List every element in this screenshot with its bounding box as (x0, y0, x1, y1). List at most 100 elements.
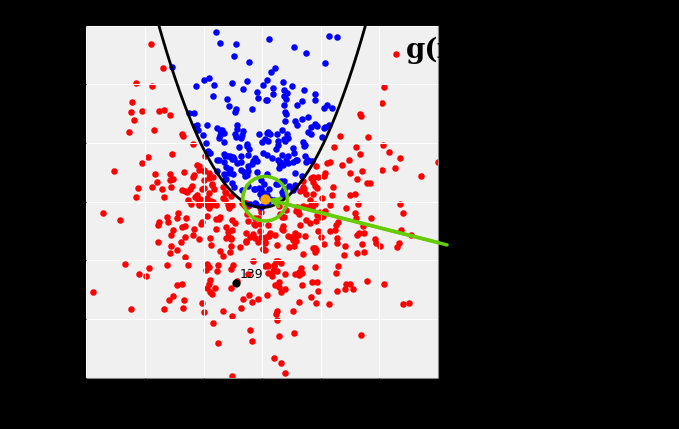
Point (238, 169, 249, 175)
Point (211, 268, 222, 275)
Point (147, 184, 158, 190)
Point (394, 239, 405, 246)
Point (203, 75, 214, 82)
Point (292, 157, 303, 163)
Point (285, 234, 296, 241)
Point (208, 199, 219, 205)
Point (238, 85, 249, 92)
Point (235, 166, 246, 173)
Point (242, 141, 253, 148)
Point (390, 164, 401, 171)
Point (166, 243, 177, 250)
Point (261, 199, 272, 206)
Point (313, 288, 324, 295)
Point (312, 279, 323, 286)
Point (242, 168, 253, 175)
Point (243, 182, 254, 189)
Point (190, 123, 201, 130)
Point (240, 200, 251, 207)
Point (194, 163, 204, 169)
Point (297, 97, 308, 104)
Point (183, 262, 194, 269)
Point (274, 211, 285, 218)
Point (168, 176, 179, 183)
Point (310, 247, 321, 254)
Point (304, 220, 315, 227)
Point (352, 201, 363, 208)
Point (318, 240, 329, 247)
Point (232, 126, 243, 133)
Point (273, 138, 284, 145)
Point (172, 247, 183, 254)
Point (363, 134, 373, 141)
Point (187, 183, 198, 190)
Point (278, 178, 289, 184)
Point (149, 171, 160, 178)
Point (223, 228, 234, 235)
Point (215, 40, 225, 47)
Point (188, 140, 199, 147)
Point (505, 256, 516, 263)
Point (249, 221, 260, 228)
Point (271, 242, 282, 249)
Point (212, 124, 223, 131)
Point (316, 134, 327, 141)
Point (231, 106, 242, 112)
Point (301, 159, 312, 166)
Point (392, 243, 403, 250)
Point (359, 248, 369, 255)
Point (260, 240, 271, 247)
Point (294, 299, 305, 305)
Point (226, 284, 237, 291)
Point (403, 299, 414, 306)
Point (178, 305, 189, 312)
Point (310, 218, 321, 224)
Point (202, 261, 213, 268)
Point (282, 135, 293, 142)
Point (276, 260, 287, 266)
Point (258, 190, 269, 197)
Point (208, 174, 219, 181)
Point (240, 172, 251, 179)
Point (128, 116, 139, 123)
Point (236, 304, 246, 311)
Point (236, 158, 246, 165)
Point (228, 184, 239, 190)
Point (331, 234, 342, 241)
Point (227, 202, 238, 208)
Point (258, 180, 269, 187)
Point (384, 148, 394, 155)
Point (243, 145, 254, 152)
Point (232, 278, 243, 284)
Point (341, 204, 352, 211)
Point (319, 60, 330, 67)
Point (213, 261, 224, 268)
Point (398, 210, 409, 217)
Point (295, 221, 306, 228)
Point (327, 184, 338, 191)
Point (334, 132, 345, 139)
Point (282, 90, 293, 97)
Point (377, 166, 388, 173)
Point (162, 218, 173, 225)
Point (181, 188, 192, 195)
Point (318, 212, 329, 219)
Point (250, 185, 261, 192)
Point (308, 178, 318, 185)
Point (255, 221, 265, 227)
Point (318, 172, 329, 179)
Point (261, 233, 272, 240)
Point (230, 130, 240, 137)
Point (201, 121, 212, 128)
Point (332, 287, 343, 294)
Point (291, 208, 301, 215)
Point (246, 105, 257, 112)
Point (204, 169, 215, 176)
Point (253, 239, 263, 245)
Point (255, 191, 265, 198)
Point (177, 223, 187, 230)
Point (265, 69, 276, 76)
Point (219, 130, 230, 136)
Point (88, 289, 98, 296)
Point (219, 159, 230, 166)
